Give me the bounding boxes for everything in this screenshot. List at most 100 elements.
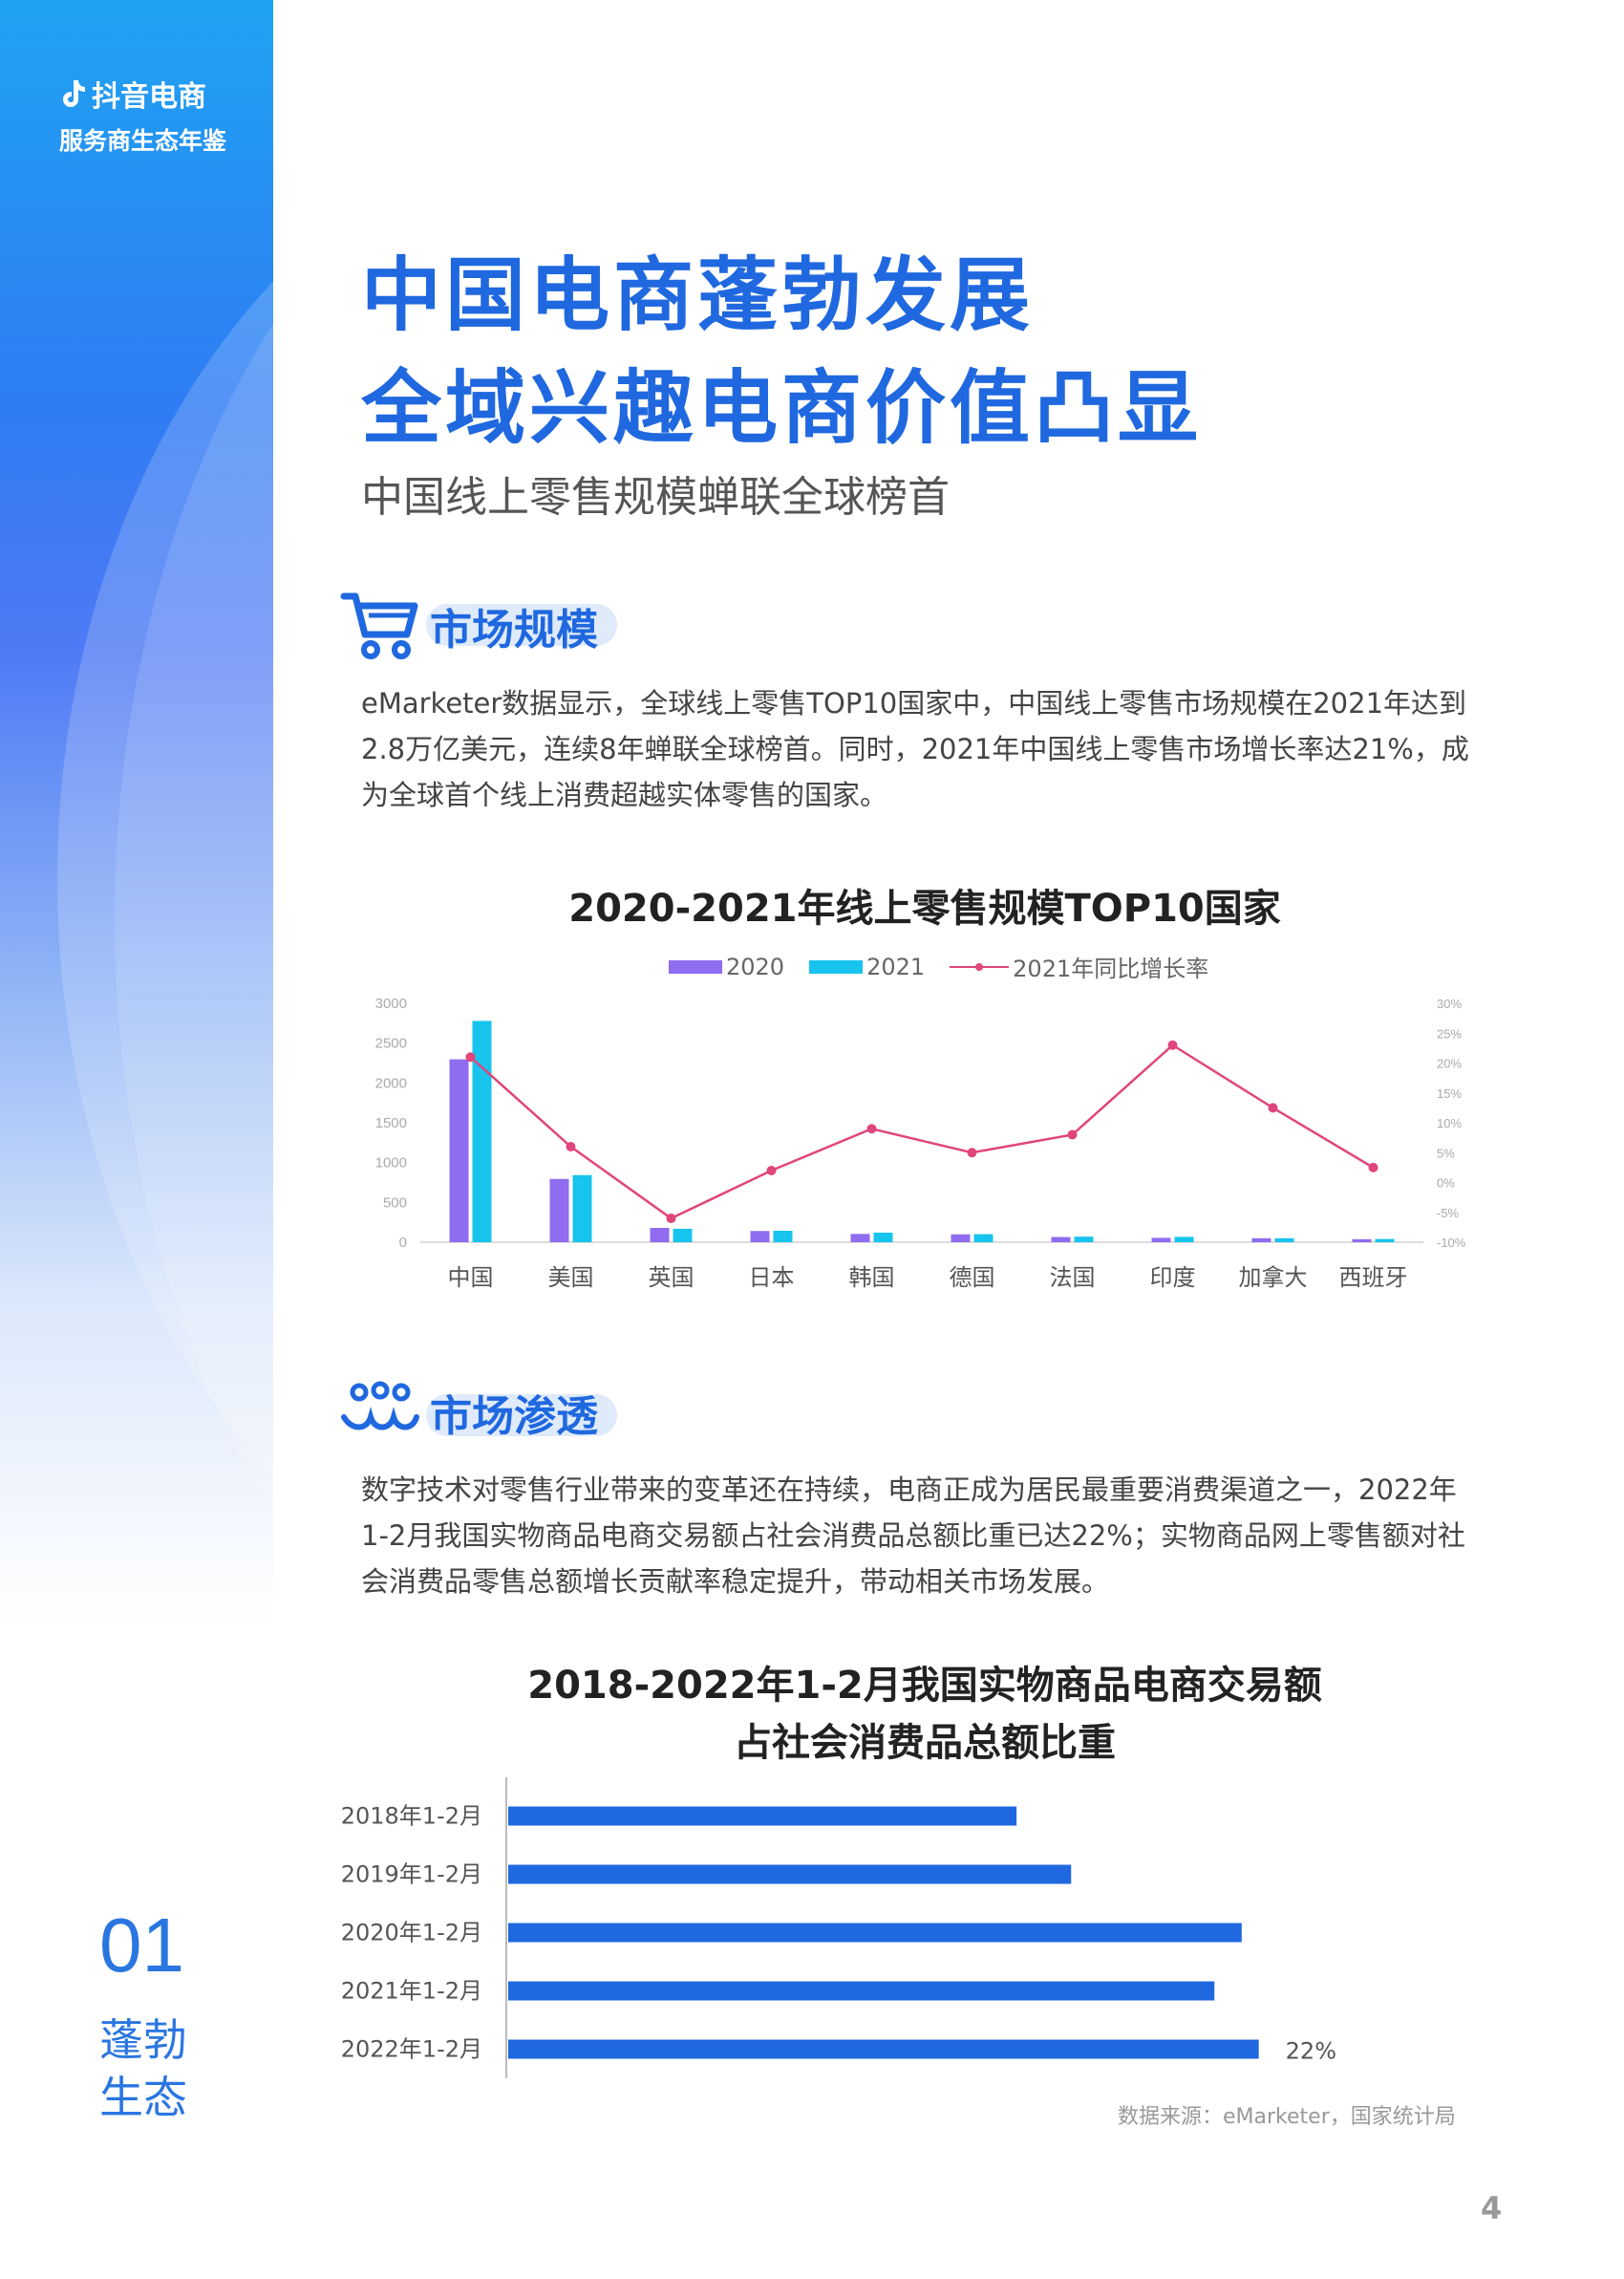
legend-item-2020: 2020 xyxy=(669,954,784,980)
chart1-legend: 2020 2021 2021年同比增长率 xyxy=(669,950,1208,983)
y-tick-right: -10% xyxy=(1437,1236,1466,1250)
legend-item-2021: 2021 xyxy=(809,954,925,980)
y-tick-right: 20% xyxy=(1437,1057,1462,1071)
y-tick-label: 2019年1-2月 xyxy=(341,1861,482,1888)
bar-2021-5 xyxy=(973,1234,994,1242)
hbar-1 xyxy=(508,1864,1072,1884)
y-tick-right: 10% xyxy=(1437,1116,1462,1130)
bar-2021-1 xyxy=(572,1174,592,1242)
section-heading-market-penetration: 市场渗透 xyxy=(340,1379,617,1446)
growth-point-7 xyxy=(1167,1040,1178,1050)
bar-2021-7 xyxy=(1174,1236,1194,1242)
section-heading-label: 市场规模 xyxy=(430,606,598,655)
legend-line-swatch xyxy=(950,962,1010,971)
growth-point-3 xyxy=(766,1166,777,1175)
x-tick-label: 韩国 xyxy=(849,1264,895,1291)
growth-point-5 xyxy=(967,1148,977,1158)
y-tick-right: 15% xyxy=(1437,1086,1462,1101)
section-heading-market-size: 市场规模 xyxy=(340,589,617,663)
chart1-combo: 3000 2500 2000 1500 1000 500 0 30% 25% 20% 15% 10% 5… xyxy=(375,996,1466,1291)
hbar-3 xyxy=(508,1981,1215,2001)
shopping-cart-icon xyxy=(340,592,418,659)
bar-2020-5 xyxy=(951,1234,971,1242)
y-tick-right: 25% xyxy=(1437,1026,1462,1041)
chart1-title: 2020-2021年线上零售规模TOP10国家 xyxy=(568,887,1281,931)
section-number: 01 xyxy=(99,1903,184,1988)
section-name: 蓬勃生态 xyxy=(99,2014,187,2123)
growth-point-8 xyxy=(1268,1103,1278,1113)
growth-point-4 xyxy=(866,1124,877,1134)
y-tick-right: 30% xyxy=(1437,997,1462,1011)
growth-point-9 xyxy=(1368,1162,1378,1172)
x-tick-label: 日本 xyxy=(749,1264,795,1291)
x-tick-label: 西班牙 xyxy=(1339,1264,1408,1291)
bar-2021-9 xyxy=(1375,1238,1395,1242)
legend-swatch xyxy=(809,959,864,974)
x-tick-label: 德国 xyxy=(950,1264,995,1291)
sidebar-decoration xyxy=(0,0,273,1624)
bar-2021-4 xyxy=(873,1233,893,1242)
section-heading-label: 市场渗透 xyxy=(430,1392,598,1441)
page-title-line1: 中国电商蓬勃发展 xyxy=(361,248,1035,342)
bar-2020-7 xyxy=(1151,1237,1171,1242)
page-title: 中国电商蓬勃发展 全域兴趣电商价值凸显 xyxy=(361,239,1202,464)
people-wave-icon xyxy=(341,1381,419,1430)
page-number: 4 xyxy=(1481,2190,1503,2226)
growth-point-2 xyxy=(666,1214,676,1223)
heading-pill xyxy=(426,1394,617,1436)
legend-swatch xyxy=(669,959,722,974)
y-tick-left: 3000 xyxy=(375,996,407,1012)
legend-label: 2021年同比增长率 xyxy=(1013,956,1209,982)
hbar-2 xyxy=(508,1923,1242,1943)
x-tick-label: 中国 xyxy=(448,1264,494,1291)
bar-2020-2 xyxy=(650,1228,670,1242)
bar-2021-2 xyxy=(673,1228,693,1242)
bar-2021-0 xyxy=(472,1021,492,1242)
x-tick-label: 英国 xyxy=(649,1264,694,1291)
x-tick-label: 美国 xyxy=(548,1264,594,1291)
bar-2020-9 xyxy=(1352,1238,1372,1242)
y-tick-left: 1500 xyxy=(375,1115,407,1131)
bar-2021-6 xyxy=(1074,1236,1094,1242)
growth-line xyxy=(469,1043,1375,1220)
page-subtitle: 中国线上零售规模蝉联全球榜首 xyxy=(361,473,950,522)
y-tick-right: -5% xyxy=(1437,1206,1460,1220)
growth-point-1 xyxy=(566,1142,576,1151)
brand-logo: 抖音电商 服务商生态年鉴 xyxy=(59,73,226,157)
legend-item-growth: 2021年同比增长率 xyxy=(950,950,1208,983)
y-tick-left: 500 xyxy=(383,1194,407,1211)
bar-2020-0 xyxy=(449,1059,469,1242)
y-tick-right: 5% xyxy=(1437,1146,1455,1160)
chart2-hbar: 2018年1-2月 2019年1-2月 2020年1-2月 2021年1-2月 2022… xyxy=(341,1777,1336,2078)
y-tick-left: 2000 xyxy=(375,1075,407,1091)
y-tick-label: 2022年1-2月 xyxy=(341,2036,482,2063)
hbar-0 xyxy=(508,1806,1017,1826)
bar-2020-8 xyxy=(1251,1237,1271,1242)
y-tick-label: 2021年1-2月 xyxy=(341,1978,482,2005)
y-tick-label: 2018年1-2月 xyxy=(341,1803,482,1830)
brand-name: 抖音电商 xyxy=(92,80,206,114)
page-title-line2: 全域兴趣电商价值凸显 xyxy=(361,361,1203,455)
x-tick-label: 加拿大 xyxy=(1239,1264,1308,1291)
x-tick-label: 印度 xyxy=(1150,1264,1196,1291)
section2-paragraph: 数字技术对零售行业带来的变革还在持续，电商正成为居民最重要消费渠道之一，2022… xyxy=(361,1473,1465,1598)
section1-paragraph: eMarketer数据显示，全球线上零售TOP10国家中，中国线上零售市场规模在… xyxy=(361,687,1469,811)
chart2-title-line2: 占社会消费品总额比重 xyxy=(734,1721,1116,1765)
y-tick-left: 0 xyxy=(399,1235,407,1251)
bar-2020-4 xyxy=(850,1234,870,1242)
y-tick-right: 0% xyxy=(1437,1176,1455,1191)
legend-label: 2020 xyxy=(726,953,785,980)
data-source-note: 数据来源：eMarketer，国家统计局 xyxy=(1118,2105,1456,2129)
x-tick-label: 法国 xyxy=(1050,1264,1096,1291)
y-tick-left: 1000 xyxy=(375,1155,407,1172)
decorative-arc xyxy=(115,57,273,1624)
chart2-title: 2018-2022年1-2月我国实物商品电商交易额 占社会消费品总额比重 xyxy=(361,1657,1488,1772)
brand-subtitle: 服务商生态年鉴 xyxy=(59,127,227,155)
bar-2021-3 xyxy=(773,1231,793,1242)
heading-pill xyxy=(426,604,617,646)
bar-2020-3 xyxy=(750,1231,770,1242)
growth-point-0 xyxy=(465,1052,476,1063)
bar-2020-6 xyxy=(1051,1236,1071,1242)
legend-label: 2021 xyxy=(866,953,926,980)
y-tick-label: 2020年1-2月 xyxy=(341,1920,482,1946)
